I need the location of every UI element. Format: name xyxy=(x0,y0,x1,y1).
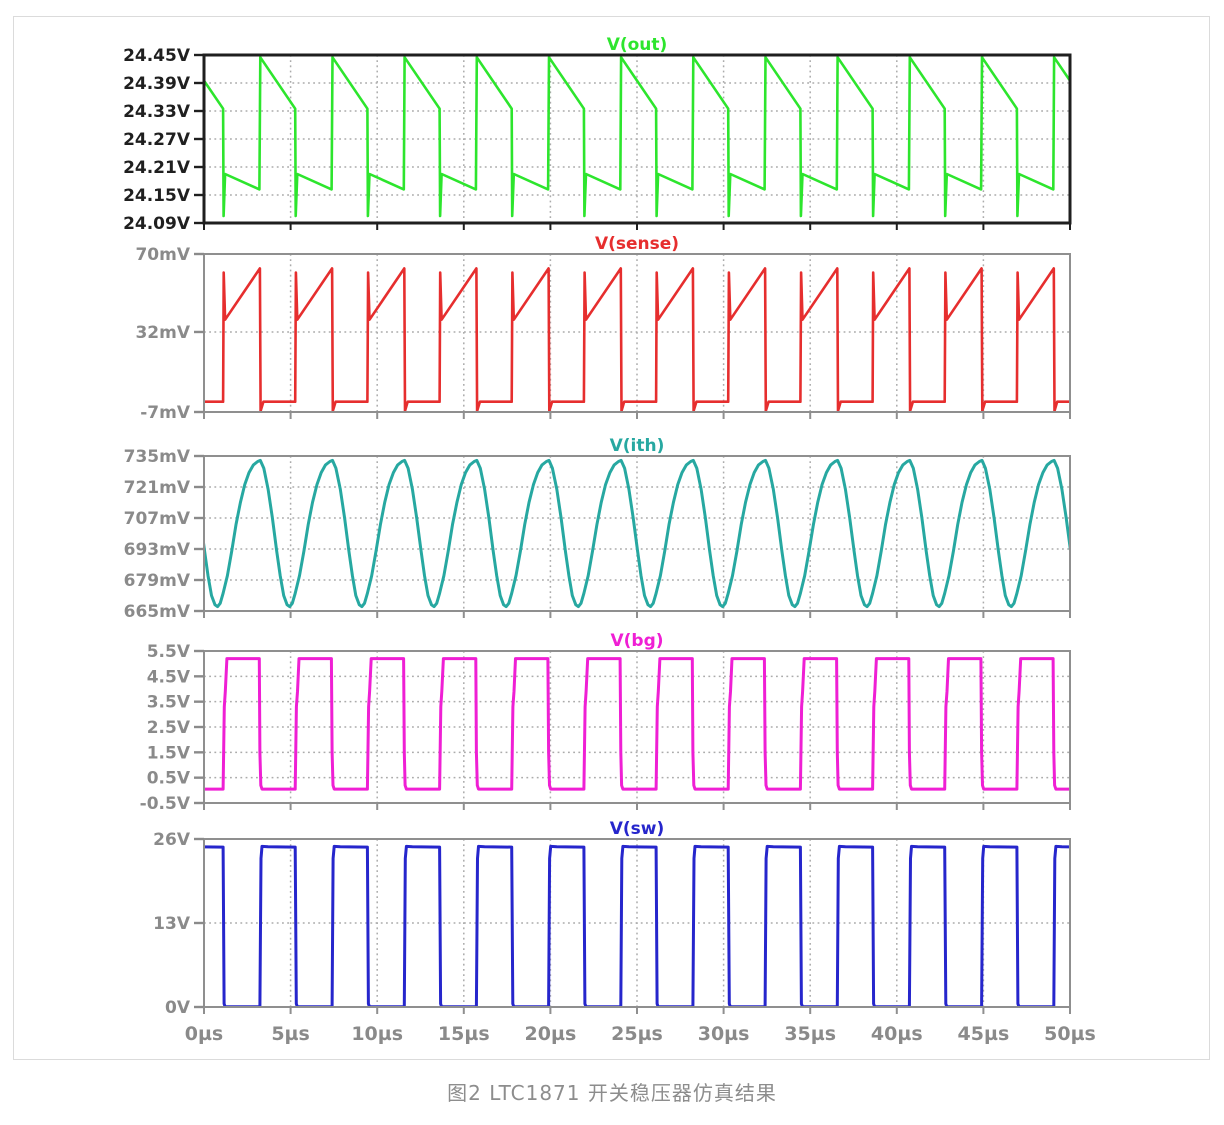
vout-waveform-plot: 24.45V 24.39V 24.33V 24.27V 24.21V 24.15V 24.0… xyxy=(123,46,1072,234)
panel-vbg: V(bg) 5.5V 4.5V 3.5V 2.5V 1.5V 0.5V -0.5V xyxy=(14,615,1209,814)
svg-text:26V: 26V xyxy=(153,830,191,850)
svg-text:3.5V: 3.5V xyxy=(147,693,191,713)
svg-text:2.5V: 2.5V xyxy=(147,718,191,738)
panel-vsense: V(sense) 70mV 32mV -7mV xyxy=(14,227,1209,423)
panel-vsw: V(sw) 26V 13V 0V 0µs 5µs 10µs 15µs 20µs 25µs 30µs… xyxy=(14,807,1209,1053)
svg-text:10µs: 10µs xyxy=(351,1023,403,1045)
simulation-figure: V(out) 24.45V 24.39V 24.33V 24.27V 24.21V 24.… xyxy=(13,16,1210,1060)
svg-text:13V: 13V xyxy=(153,914,191,934)
svg-text:5µs: 5µs xyxy=(271,1023,310,1045)
svg-text:50µs: 50µs xyxy=(1044,1023,1096,1045)
svg-text:0V: 0V xyxy=(165,998,191,1018)
svg-text:24.33V: 24.33V xyxy=(123,102,191,122)
svg-text:665mV: 665mV xyxy=(124,602,191,622)
svg-text:40µs: 40µs xyxy=(871,1023,923,1045)
vbg-waveform-plot: 5.5V 4.5V 3.5V 2.5V 1.5V 0.5V -0.5V xyxy=(140,642,1071,814)
svg-text:24.27V: 24.27V xyxy=(123,130,191,150)
vsw-waveform-plot: 26V 13V 0V 0µs 5µs 10µs 15µs 20µs 25µs 30µs 35µs 40… xyxy=(153,830,1096,1045)
svg-text:24.45V: 24.45V xyxy=(123,46,191,66)
panel-vout: V(out) 24.45V 24.39V 24.33V 24.27V 24.21V 24.… xyxy=(14,29,1209,234)
svg-text:24.21V: 24.21V xyxy=(123,158,191,178)
svg-text:0µs: 0µs xyxy=(185,1023,224,1045)
svg-text:693mV: 693mV xyxy=(124,540,191,560)
svg-text:5.5V: 5.5V xyxy=(147,642,191,662)
svg-text:25µs: 25µs xyxy=(611,1023,663,1045)
svg-text:707mV: 707mV xyxy=(124,509,191,529)
svg-text:45µs: 45µs xyxy=(958,1023,1010,1045)
svg-text:24.39V: 24.39V xyxy=(123,74,191,94)
svg-text:721mV: 721mV xyxy=(124,478,191,498)
svg-text:4.5V: 4.5V xyxy=(147,667,191,687)
svg-text:-0.5V: -0.5V xyxy=(140,794,191,814)
svg-text:0.5V: 0.5V xyxy=(147,769,191,789)
panel-title-vith: V(ith) xyxy=(609,436,665,457)
svg-text:24.15V: 24.15V xyxy=(123,186,191,206)
panel-title-vsense: V(sense) xyxy=(594,234,680,255)
svg-text:20µs: 20µs xyxy=(525,1023,577,1045)
vsense-waveform-plot: 70mV 32mV -7mV xyxy=(135,245,1071,423)
svg-text:70mV: 70mV xyxy=(135,245,190,265)
svg-text:30µs: 30µs xyxy=(698,1023,750,1045)
panel-title-vout: V(out) xyxy=(606,35,668,56)
svg-text:35µs: 35µs xyxy=(784,1023,836,1045)
svg-text:24.09V: 24.09V xyxy=(123,214,191,234)
svg-text:1.5V: 1.5V xyxy=(147,743,191,763)
svg-text:-7mV: -7mV xyxy=(140,403,191,423)
svg-text:32mV: 32mV xyxy=(135,323,190,343)
svg-text:15µs: 15µs xyxy=(438,1023,490,1045)
panel-title-vsw: V(sw) xyxy=(609,819,665,840)
panel-vith: V(ith) 735mV 721mV 707mV 693mV 679mV 665mV xyxy=(14,416,1209,622)
panel-title-vbg: V(bg) xyxy=(610,631,664,652)
svg-text:679mV: 679mV xyxy=(124,571,191,591)
vith-waveform-plot: 735mV 721mV 707mV 693mV 679mV 665mV xyxy=(124,447,1071,622)
svg-text:735mV: 735mV xyxy=(124,447,191,467)
figure-caption: 图2 LTC1871 开关稳压器仿真结果 xyxy=(447,1081,777,1105)
